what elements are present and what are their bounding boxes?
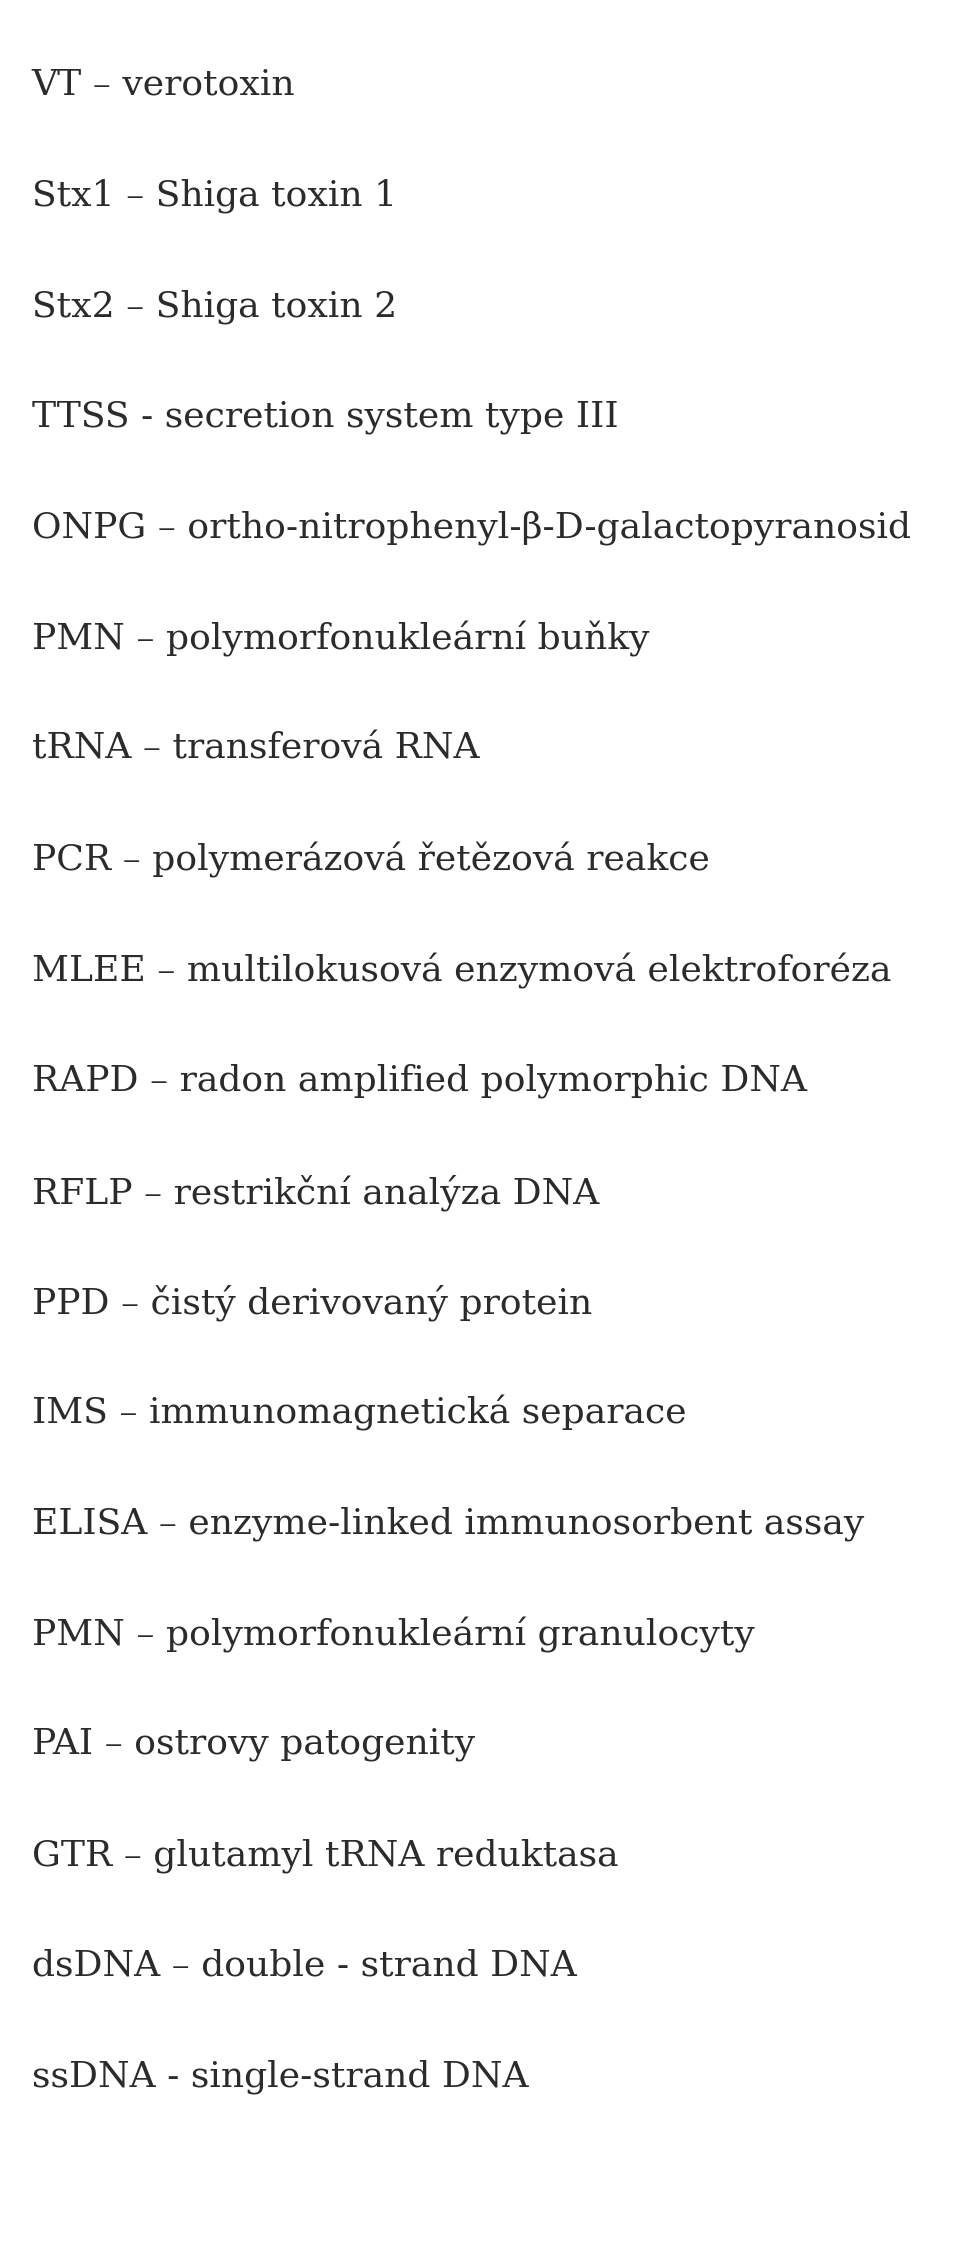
Text: tRNA – transferová RNA: tRNA – transferová RNA xyxy=(32,732,479,765)
Text: IMS – immunomagnetická separace: IMS – immunomagnetická separace xyxy=(32,1395,686,1432)
Text: PPD – čistý derivovaný protein: PPD – čistý derivovaný protein xyxy=(32,1285,592,1321)
Text: MLEE – multilokusová enzymová elektroforéza: MLEE – multilokusová enzymová elektrofor… xyxy=(32,953,891,989)
Text: GTR – glutamyl tRNA reduktasa: GTR – glutamyl tRNA reduktasa xyxy=(32,1838,618,1872)
Text: TTSS - secretion system type III: TTSS - secretion system type III xyxy=(32,400,618,434)
Text: dsDNA – double - strand DNA: dsDNA – double - strand DNA xyxy=(32,1949,577,1983)
Text: PMN – polymorfonukleární buňky: PMN – polymorfonukleární buňky xyxy=(32,621,649,657)
Text: ONPG – ortho-nitrophenyl-β-D-galactopyranosid: ONPG – ortho-nitrophenyl-β-D-galactopyra… xyxy=(32,510,911,544)
Text: PAI – ostrovy patogenity: PAI – ostrovy patogenity xyxy=(32,1727,475,1761)
Text: PCR – polymerázová řetězová reakce: PCR – polymerázová řetězová reakce xyxy=(32,842,709,878)
Text: RAPD – radon amplified polymorphic DNA: RAPD – radon amplified polymorphic DNA xyxy=(32,1064,806,1097)
Text: Stx2 – Shiga toxin 2: Stx2 – Shiga toxin 2 xyxy=(32,289,396,323)
Text: RFLP – restrikční analýza DNA: RFLP – restrikční analýza DNA xyxy=(32,1174,599,1210)
Text: ssDNA - single-strand DNA: ssDNA - single-strand DNA xyxy=(32,2059,528,2093)
Text: VT – verotoxin: VT – verotoxin xyxy=(32,68,296,102)
Text: Stx1 – Shiga toxin 1: Stx1 – Shiga toxin 1 xyxy=(32,178,396,212)
Text: PMN – polymorfonukleární granulocyty: PMN – polymorfonukleární granulocyty xyxy=(32,1617,755,1653)
Text: ELISA – enzyme-linked immunosorbent assay: ELISA – enzyme-linked immunosorbent assa… xyxy=(32,1506,864,1540)
